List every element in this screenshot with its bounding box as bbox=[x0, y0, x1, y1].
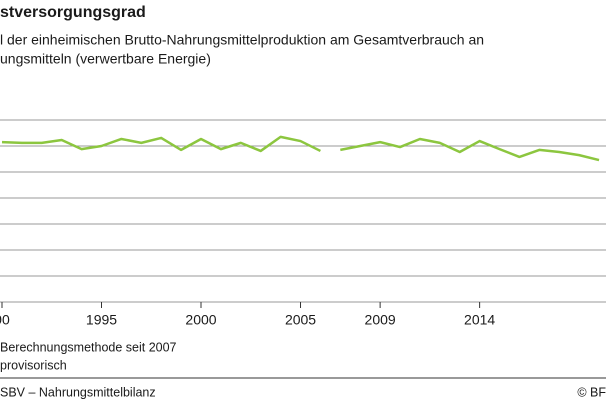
data-line bbox=[1, 135, 321, 153]
x-tick-label: 2009 bbox=[365, 312, 396, 328]
data-line bbox=[340, 137, 600, 162]
subtitle: ungsmitteln (verwertbare Energie) bbox=[0, 51, 211, 67]
x-tick-label: 2005 bbox=[285, 312, 316, 328]
chart-title: stversorgungsgrad bbox=[0, 4, 146, 21]
subtitle: l der einheimischen Brutto-Nahrungsmitte… bbox=[0, 32, 484, 48]
x-tick-label: 90 bbox=[0, 312, 10, 328]
x-tick-label: 2014 bbox=[464, 312, 495, 328]
x-tick-label: 1995 bbox=[86, 312, 117, 328]
note: provisorisch bbox=[0, 358, 67, 372]
note: Berechnungsmethode seit 2007 bbox=[0, 340, 177, 354]
source: SBV – Nahrungsmittelbilanz bbox=[0, 385, 156, 399]
x-tick-label: 2000 bbox=[185, 312, 216, 328]
copyright: © BF bbox=[577, 385, 606, 399]
